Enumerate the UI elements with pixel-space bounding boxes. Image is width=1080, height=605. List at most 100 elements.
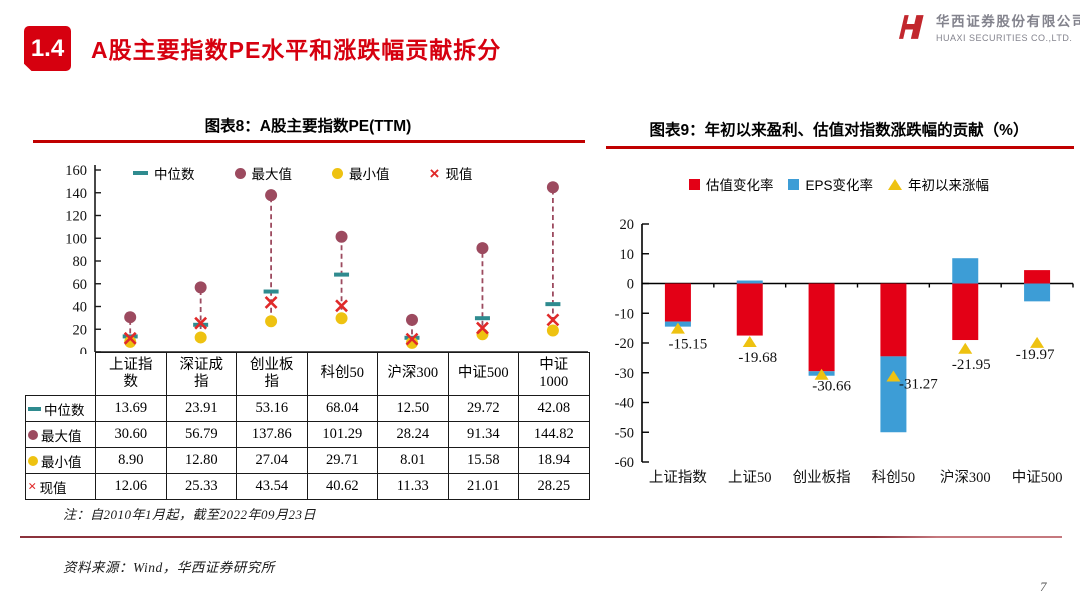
max-marker	[335, 230, 348, 243]
contribution-chart-legend: 估值变化率 EPS变化率 年初以来涨幅	[602, 174, 1076, 194]
col-header: 沪深300	[377, 352, 449, 396]
page-number: 7	[1040, 579, 1047, 594]
value-label: -19.68	[738, 350, 777, 366]
category-label: 上证指数	[649, 469, 707, 486]
legend-label: 最大值	[251, 167, 293, 182]
table-cell: 13.69	[95, 395, 167, 422]
min-marker	[476, 328, 489, 341]
row-label: 最大值	[41, 428, 82, 444]
data-source: 资料来源：Wind，华西证券研究所	[63, 560, 275, 575]
blue-square-icon	[788, 178, 800, 190]
min-marker	[406, 336, 418, 349]
table-cell: 12.06	[95, 473, 167, 500]
table-cell: 144.82	[518, 421, 590, 448]
contribution-chart: 20 10 0 -10 -20 -30 -40 -50 -60 -15.15 上证指数 -19.68 上…	[615, 217, 1074, 486]
pe-title-underline	[33, 140, 585, 143]
row-label-cell: × 现值	[25, 473, 96, 500]
table-cell: 8.01	[377, 447, 449, 474]
valuation-bar	[952, 283, 979, 341]
y-tick-label: -30	[615, 366, 634, 382]
legend-item-min: 最小值	[332, 163, 390, 183]
value-label: -15.15	[669, 337, 708, 353]
y-tick-label: 0	[627, 277, 634, 293]
min-marker	[546, 324, 559, 337]
col-header: 创业板指	[236, 352, 308, 396]
red-square-icon	[688, 178, 700, 190]
table-cell: 18.94	[518, 447, 590, 474]
current-marker	[405, 332, 419, 346]
col-header: 中证500	[447, 352, 519, 396]
teal-dash-icon	[28, 406, 41, 411]
table-cell: 43.54	[236, 473, 308, 500]
footer-separator	[20, 536, 1062, 538]
pe-range-chart: 0 20 40 60 80 100 120 140 160	[65, 163, 588, 354]
red-x-icon: ×	[28, 478, 37, 495]
legend-item-max: 最大值	[234, 163, 293, 183]
table-cell: 68.04	[306, 395, 378, 422]
col-header: 科创50	[306, 352, 378, 396]
value-label: -30.66	[812, 379, 851, 395]
table-cell: 12.80	[165, 447, 237, 474]
current-marker	[546, 313, 560, 327]
value-label: -19.97	[1016, 347, 1055, 363]
table-row: 最小值 8.90 12.80 27.04 29.71 8.01 15.58 18…	[25, 447, 590, 474]
gold-circle-icon	[28, 455, 38, 466]
valuation-bar	[808, 283, 835, 372]
red-x-icon: ×	[429, 163, 440, 183]
legend-item-valuation: 估值变化率	[688, 174, 774, 194]
table-cell: 101.29	[306, 421, 378, 448]
eps-bar	[736, 280, 763, 284]
valuation-bar	[736, 283, 763, 336]
pe-chart-legend: 中位数 最大值 最小值 × 现值	[133, 163, 472, 183]
maroon-circle-icon	[28, 429, 38, 440]
table-cell: 137.86	[236, 421, 308, 448]
y-tick-label: 140	[65, 186, 87, 202]
category-label: 沪深300	[940, 469, 991, 486]
table-cell: 29.71	[306, 447, 378, 474]
min-marker	[335, 312, 348, 325]
y-tick-label: 120	[65, 209, 87, 225]
legend-item-eps: EPS变化率	[788, 174, 873, 194]
eps-bar	[880, 356, 907, 433]
category-label: 中证500	[1012, 469, 1063, 486]
teal-dash-icon	[133, 171, 148, 175]
min-marker	[124, 335, 137, 348]
section-number-badge: 1.4	[24, 26, 71, 71]
y-tick-label: 60	[73, 277, 88, 293]
table-cell: 91.34	[447, 421, 519, 448]
min-marker	[194, 331, 207, 344]
table-cell: 29.72	[447, 395, 519, 422]
max-marker	[406, 313, 418, 326]
table-row: × 现值 12.06 25.33 43.54 40.62 11.33 21.01 …	[25, 473, 590, 500]
table-cell: 53.16	[236, 395, 308, 422]
table-cell: 56.79	[165, 421, 237, 448]
y-tick-label: 40	[73, 300, 88, 316]
table-cell: 23.91	[165, 395, 237, 422]
valuation-bar	[664, 283, 691, 322]
y-tick-label: 20	[620, 217, 635, 233]
median-marker	[545, 302, 561, 307]
table-cell: 28.25	[518, 473, 590, 500]
y-tick-label: 100	[65, 231, 87, 247]
table-row: 最大值 30.60 56.79 137.86 101.29 28.24 91.3…	[25, 421, 590, 448]
table-cell: 28.24	[377, 421, 449, 448]
y-tick-label: 10	[620, 247, 635, 263]
y-tick-label: -40	[615, 396, 634, 412]
table-cell: 8.90	[95, 447, 167, 474]
gold-triangle-icon	[888, 178, 902, 190]
col-header: 上证指数	[95, 352, 167, 396]
legend-label: 估值变化率	[705, 178, 774, 193]
table-cell: 40.62	[306, 473, 378, 500]
ytd-triangle	[742, 336, 757, 348]
contribution-title-underline	[606, 146, 1074, 149]
max-marker	[265, 189, 278, 202]
company-logo: 华西证券股份有限公司 HUAXI SECURITIES CO.,LTD.	[893, 10, 1080, 44]
category-label: 创业板指	[793, 468, 851, 486]
y-tick-label: -10	[615, 306, 634, 322]
ytd-triangle	[814, 368, 829, 380]
median-marker	[334, 272, 350, 277]
row-label: 最小值	[41, 454, 82, 470]
valuation-bar	[880, 283, 907, 357]
max-marker	[194, 281, 207, 294]
